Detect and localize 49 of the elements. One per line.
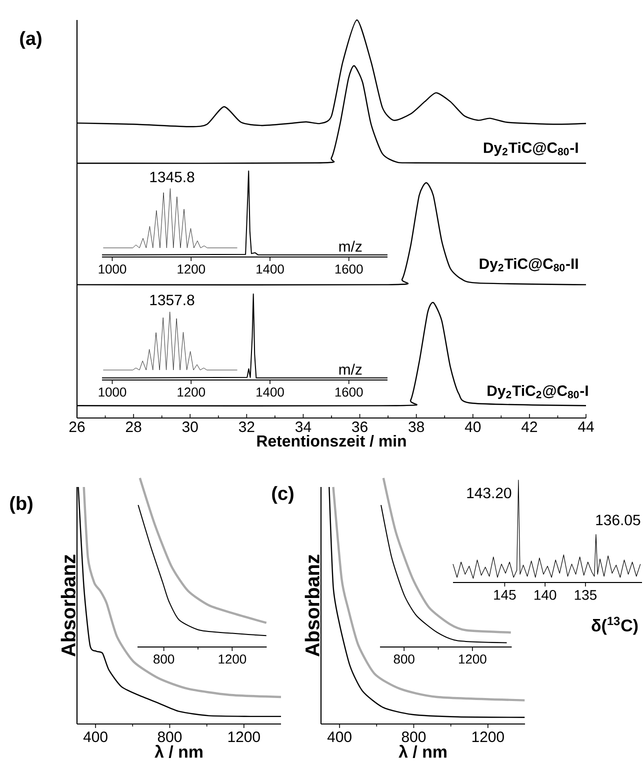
x-tick-label: 800 xyxy=(154,654,174,664)
annotation: (c) xyxy=(272,486,294,504)
x-tick-label: 1200 xyxy=(178,264,206,274)
x-axis-title: Retentionszeit / min xyxy=(257,434,406,447)
text: (a) xyxy=(20,31,42,49)
x-tick-label: 28 xyxy=(126,422,142,432)
x-tick-label: 1200 xyxy=(459,654,486,664)
x-tick-label: 800 xyxy=(394,654,414,664)
x-tick-label: 42 xyxy=(521,422,538,432)
annotation: 143.20 xyxy=(467,488,512,498)
x-axis-title: δ($^{13}$C) xyxy=(592,616,638,635)
x-tick-label: 1400 xyxy=(256,388,284,397)
y-axis-title: Absorbanz xyxy=(60,554,76,656)
x-axis-title: λ / nm xyxy=(398,744,446,758)
x-tick-label: 135 xyxy=(574,590,597,600)
x-tick-label: 400 xyxy=(327,732,352,742)
x-tick-label: 1600 xyxy=(335,388,363,397)
x-tick-label: 32 xyxy=(238,422,254,432)
x-tick-label: 1200 xyxy=(228,732,260,742)
text: (b) xyxy=(10,496,32,514)
annotation: Dy$_{2}$TiC@C$_{80}$-II xyxy=(480,258,578,272)
x-tick-label: 1000 xyxy=(98,388,126,397)
x-tick-label: 38 xyxy=(408,422,424,432)
y-axis-title: Absorbanz xyxy=(304,554,320,656)
x-tick-label: 1000 xyxy=(98,264,126,274)
x-tick-label: 26 xyxy=(69,422,85,432)
x-tick-label: 44 xyxy=(578,422,594,432)
x-axis-title: λ / nm xyxy=(154,744,202,758)
x-tick-label: 1200 xyxy=(178,388,206,397)
x-tick-label: 145 xyxy=(494,590,516,600)
x-tick-label: 30 xyxy=(182,422,198,432)
x-tick-label: 800 xyxy=(402,732,426,742)
x-tick-label: 140 xyxy=(534,590,556,600)
x-tick-label: 40 xyxy=(464,422,481,432)
annotation: Dy$_{2}$TiC$_{2}$@C$_{80}$-I xyxy=(488,385,588,399)
annotation: 136.05 xyxy=(596,514,640,526)
x-tick-label: 1200 xyxy=(218,654,246,664)
x-tick-label: 400 xyxy=(83,732,108,742)
x-axis-title: m/z xyxy=(339,364,362,375)
annotation: 1357.8 xyxy=(150,294,194,306)
x-tick-label: 34 xyxy=(295,422,312,432)
x-tick-label: 1200 xyxy=(472,732,504,742)
x-axis-title: m/z xyxy=(339,240,362,252)
x-tick-label: 1400 xyxy=(256,264,284,274)
x-tick-label: 800 xyxy=(158,732,182,742)
x-tick-label: 36 xyxy=(352,422,368,432)
annotation: Dy$_{2}$TiC@C$_{80}$-I xyxy=(484,142,578,156)
annotation: 1345.8 xyxy=(150,172,194,182)
x-tick-label: 1600 xyxy=(335,264,363,274)
